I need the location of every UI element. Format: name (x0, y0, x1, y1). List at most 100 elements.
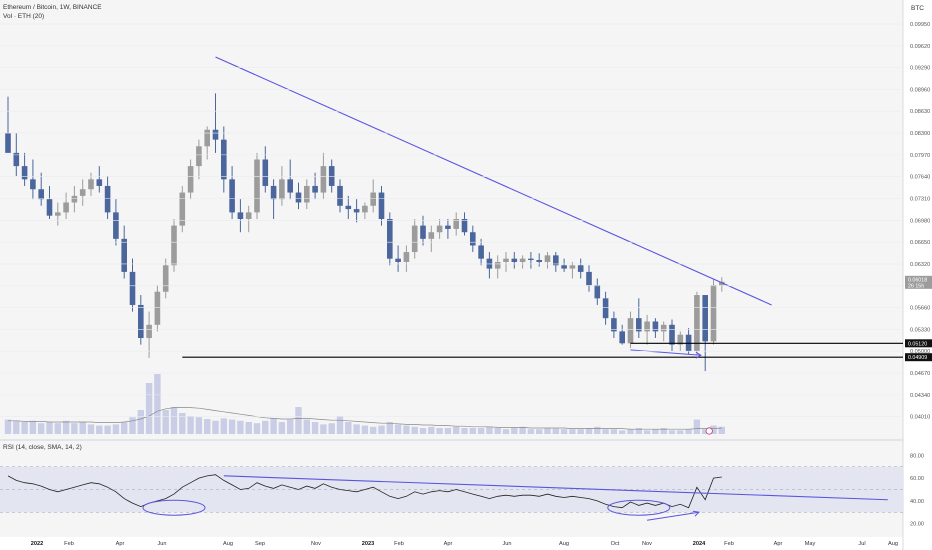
time-axis-tick: May (805, 541, 816, 547)
candle-body (287, 179, 293, 193)
candle-body (420, 225, 426, 239)
candle-body (221, 139, 227, 180)
volume-bar (643, 430, 651, 434)
volume-bar (519, 426, 526, 434)
time-axis-tick: Jun (157, 541, 166, 547)
candle-body (669, 324, 675, 345)
price-axis-tick: 0.06650 (910, 240, 930, 246)
volume-bar (287, 419, 294, 434)
volume-bar (594, 426, 601, 434)
candle-body (146, 324, 152, 339)
volume-bar (270, 418, 277, 434)
candle-body (627, 318, 634, 344)
candle-body (378, 192, 385, 219)
candle-body (204, 129, 210, 147)
time-axis-tick: Feb (394, 541, 404, 547)
current-price-countdown: 26 15h (908, 283, 924, 289)
price-pane-background (0, 0, 903, 440)
candle-body (594, 285, 601, 299)
volume-bar (560, 429, 568, 434)
volume-label: Vol · ETH (20) (3, 13, 44, 20)
volume-bar (577, 429, 584, 434)
price-axis-tick: 0.04010 (910, 415, 930, 421)
candle-body (171, 225, 177, 266)
candle-body (586, 271, 592, 286)
rsi-axis-tick: 80.00 (910, 453, 924, 459)
time-axis-tick: Nov (311, 541, 321, 547)
candle-body (96, 179, 103, 186)
candles-layer (5, 93, 725, 372)
volume-bar (328, 423, 335, 434)
candle-body (187, 166, 194, 193)
volume-bar (79, 422, 86, 434)
candle-body (279, 179, 285, 200)
candle-body (55, 212, 61, 216)
time-axis-tick: Aug (559, 541, 569, 547)
volume-bar (179, 413, 186, 434)
rsi-line (7, 474, 722, 509)
price-axis-tick: 0.07310 (910, 197, 930, 203)
volume-bar (195, 417, 203, 434)
price-arrow-head (695, 351, 702, 359)
volume-bar (345, 422, 352, 434)
volume-bar (187, 416, 194, 434)
candle-body (528, 258, 534, 260)
candle-body (337, 185, 343, 206)
candle-body (254, 159, 260, 213)
candle-body (328, 166, 335, 186)
volume-bar (295, 407, 302, 434)
time-axis-tick: Aug (888, 541, 898, 547)
rsi-low-ellipse-2023 (607, 499, 671, 516)
rsi-low-ellipse-2022 (142, 499, 206, 516)
rsi-trendline (223, 475, 888, 501)
volume-bar (62, 420, 70, 434)
volume-bar (121, 422, 128, 434)
volume-bar (403, 425, 410, 434)
volume-bar (228, 419, 236, 434)
price-axis-tick: 0.05000 (910, 349, 930, 355)
time-axis-tick: Feb (64, 541, 74, 547)
candle-body (611, 318, 617, 332)
rsi-axis-tick: 20.00 (910, 522, 924, 528)
support-lower-label: 0.04909 (908, 355, 927, 361)
candle-body (652, 321, 659, 332)
candle-body (129, 271, 136, 305)
candle-body (561, 265, 567, 269)
time-axis-tick: 2022 (31, 541, 43, 547)
candle-body (162, 265, 169, 292)
volume-bar (411, 426, 418, 434)
candle-body (710, 285, 717, 342)
volume-bar (253, 423, 261, 434)
candle-body (536, 259, 542, 262)
volume-ma-line (8, 407, 722, 430)
volume-bar (511, 428, 518, 434)
axes-layer: 0.09950 0.09620 0.09290 0.08960 0.08630 0.083… (0, 22, 932, 547)
volume-bar (469, 428, 476, 434)
rsi-label: RSI (14, close, SMA, 14, 2) (3, 444, 82, 451)
volume-bar (436, 428, 443, 434)
volume-bar (137, 410, 144, 434)
candle-body (453, 219, 459, 229)
price-axis-tick: 0.08960 (910, 87, 930, 93)
price-axis-tick: 0.09950 (910, 22, 930, 28)
chart-title: Ethereum / Bitcoin, 1W, BINANCE (3, 4, 102, 11)
candle-body (428, 232, 435, 239)
candle-body (154, 291, 161, 325)
volume-bar (154, 374, 161, 434)
volume-bar (96, 425, 103, 434)
current-price-badge (905, 275, 932, 289)
time-axis-tick: 2023 (362, 541, 374, 547)
candle-body (353, 209, 360, 213)
volume-bar (145, 383, 153, 434)
price-axis-tick: 0.08630 (910, 109, 930, 115)
candle-body (113, 212, 119, 239)
volume-bar (129, 417, 136, 434)
volume-bar (718, 426, 725, 434)
support-upper-badge (905, 339, 932, 348)
candle-body (13, 152, 20, 167)
time-axis-tick: Apr (774, 541, 783, 547)
volume-bar (245, 422, 252, 434)
volume-bar (544, 428, 551, 434)
